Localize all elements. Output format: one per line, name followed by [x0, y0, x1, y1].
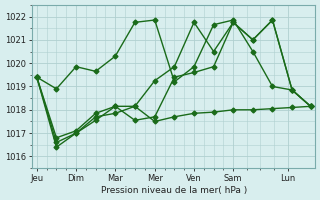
X-axis label: Pression niveau de la mer( hPa ): Pression niveau de la mer( hPa ): [100, 186, 247, 195]
